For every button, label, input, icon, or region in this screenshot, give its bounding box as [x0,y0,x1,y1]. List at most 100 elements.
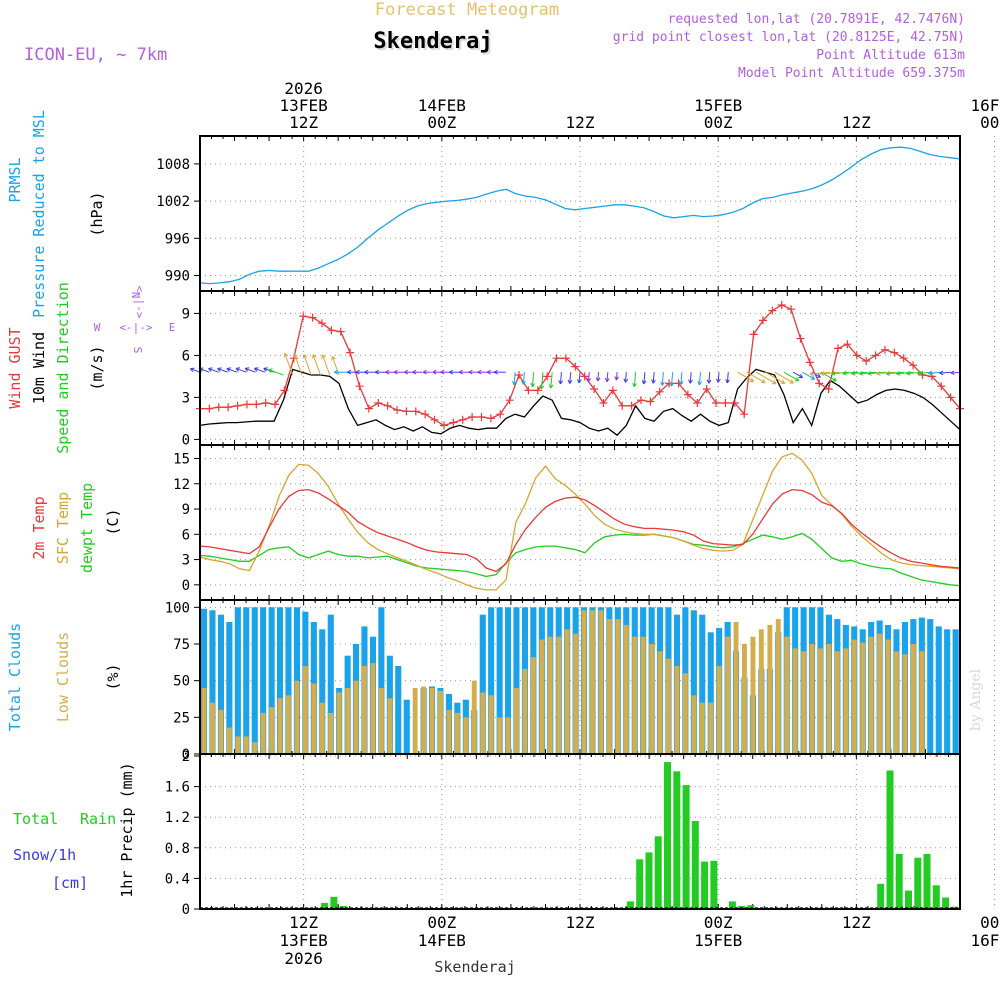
wind-direction-arrowhead [577,379,582,384]
low-cloud-bar [606,619,612,754]
low-cloud-bar [826,644,832,754]
wind-direction-arrowhead [771,380,777,385]
wind-direction-arrow [531,372,535,387]
rain-bar [321,902,329,909]
low-cloud-bar [818,648,823,754]
wind-direction-arrow [792,371,803,379]
low-cloud-bar [801,651,807,754]
gust-marker [317,319,326,328]
wind-direction-arrowhead [906,370,911,376]
gust-marker [740,410,749,419]
ytick-label: 15 [173,451,190,467]
low-cloud-bar [843,648,849,754]
gust-marker [843,340,852,349]
low-cloud-bar [910,644,916,754]
rain-bar [747,905,755,909]
gust-marker [486,414,495,423]
rain-bar [654,836,662,909]
wind-direction-arrow [851,371,868,375]
low-cloud-bar [573,633,579,754]
rain-bar [626,901,634,909]
low-cloud-bar [649,644,655,754]
low-cloud-bar [708,702,714,754]
wind-direction-arrowhead [374,369,379,375]
gust-marker [543,372,552,381]
low-cloud-bar [378,688,384,754]
gust-marker [730,399,739,407]
wind-direction-arrow [661,372,664,386]
time-axis-labels: 202613FEB12Z14FEB00Z12Z15FEB00Z12Z16FEB0… [280,79,1000,968]
gust-marker [421,410,430,419]
wind-direction-arrow [522,372,525,385]
rain-bar [701,861,709,909]
low-cloud-bar [657,651,663,754]
gust-marker [899,354,908,363]
gust-marker [702,385,711,393]
total-cloud-bar [699,614,706,754]
rain-bar [691,821,699,909]
bottom-time-label: 00Z [704,913,733,932]
wind-direction-arrow [755,371,777,385]
wind-direction-arrowhead [651,379,656,384]
low-cloud-bar [454,712,460,754]
gust-marker [308,313,317,322]
low-cloud-bar [682,673,688,754]
wind-direction-arrow [226,368,238,373]
wind-direction-arrow [886,371,905,375]
wind-direction-arrowhead [558,380,564,385]
gust-marker [693,399,702,407]
wind-direction-arrowhead [669,382,675,387]
wind-direction-arrow [708,372,711,384]
low-cloud-bar [514,688,519,754]
model-altitude: Model Point Altitude 659.375m [738,66,965,81]
ytick-label: 6 [182,527,190,543]
gust-marker [777,301,786,309]
wind-direction-arrowhead [244,367,250,372]
wind-direction-arrow [569,372,572,384]
gust-marker [468,413,477,421]
wind-direction-arrowhead [283,353,289,358]
rain-bar [886,770,894,909]
gust-marker [496,410,505,419]
total-cloud-bar [488,607,495,754]
top-time-label: 00Z [980,113,1000,132]
ytick-label: 0.8 [165,841,190,857]
gust-marker [411,407,420,416]
compass-we-arrow: <-|-> [119,321,152,334]
low-cloud-bar [784,636,790,754]
bottom-time-label: 12Z [566,913,595,932]
gust-marker [299,312,308,321]
wind-direction-arrow [550,372,553,389]
wind-direction-arrowhead [794,377,800,382]
ytick-label: 1008 [156,157,190,173]
wind-direction-arrowhead [660,381,665,386]
wind-direction-arrow [783,371,800,382]
wind-direction-arrowhead [567,379,573,384]
ytick-label: 1.6 [165,780,190,796]
total-cloud-bar [234,607,241,754]
wind-direction-arrowhead [254,367,259,372]
panel-pressure: 990 996 1002 1008 [156,136,996,291]
low-cloud-bar [471,680,477,754]
bottom-time-label: 12Z [842,913,871,932]
low-cloud-bar [488,695,494,754]
wind-direction-arrowhead [761,379,766,384]
wind-direction-arrowhead [293,353,298,359]
rain-bar [923,853,931,909]
wind-direction-arrow [268,369,284,376]
low-cloud-label: Low Clouds [54,632,72,722]
gust-marker [796,334,805,343]
gust-marker [852,351,861,360]
gust-marker [618,401,627,410]
wind-direction-arrowhead [688,379,693,384]
gust-marker [880,345,889,354]
wind-unit: (m/s) [88,345,106,390]
total-cloud-bar [319,629,326,754]
panel-border-precip [199,753,961,910]
gust-marker [561,354,570,363]
wind-direction-arrowhead [950,370,955,376]
product-title: Forecast Meteogram [375,0,559,20]
wind-direction-arrow [809,371,831,375]
ytick-label: 6 [182,348,190,364]
